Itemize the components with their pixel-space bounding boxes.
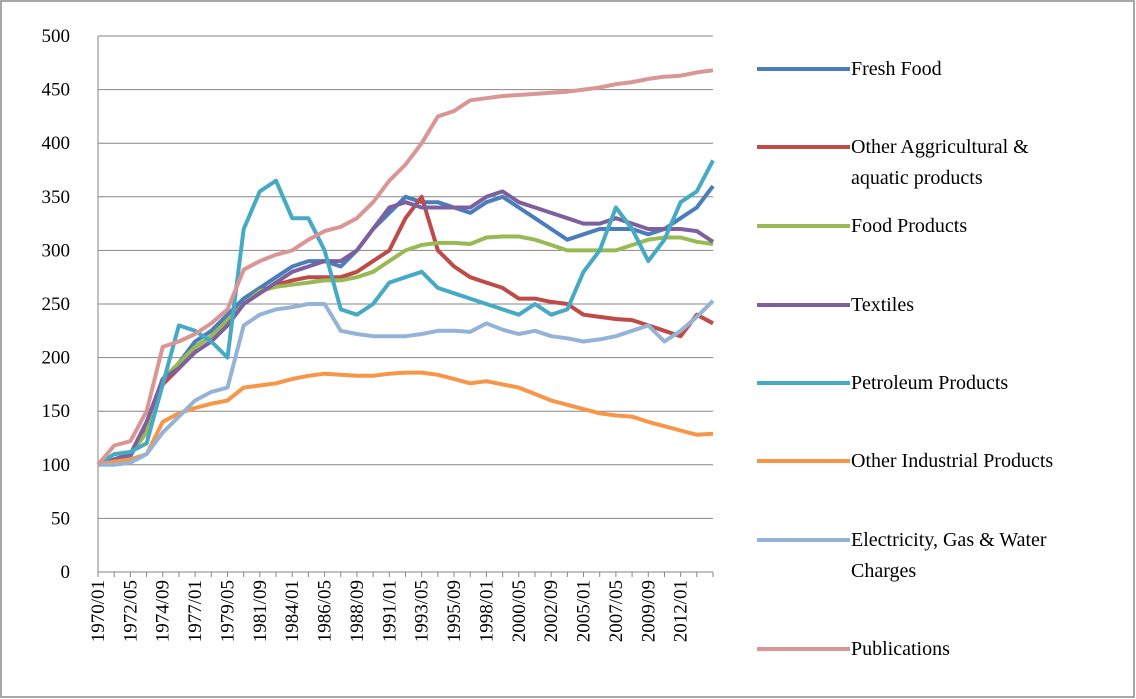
legend-label: Textiles [851, 294, 915, 316]
y-tick-label: 350 [42, 187, 71, 208]
y-tick-label: 300 [42, 240, 71, 261]
legend-label: Electricity, Gas & Water Charges [851, 529, 1047, 582]
x-tick-label: 2000/05 [509, 580, 530, 642]
x-tick-label: 1998/01 [476, 580, 497, 642]
x-tick-label: 1995/09 [444, 580, 465, 642]
x-tick-label: 1984/01 [282, 580, 303, 642]
x-tick-label: 2002/09 [541, 580, 562, 642]
y-tick-label: 500 [42, 26, 71, 47]
x-tick-label: 1991/01 [379, 580, 400, 642]
x-tick-label: 1970/01 [88, 580, 109, 642]
x-tick-label: 2005/01 [574, 580, 595, 642]
series-line [97, 234, 714, 467]
x-tick-label: 1974/09 [153, 580, 174, 642]
x-tick-label: 1979/05 [217, 580, 238, 642]
series-line [97, 184, 715, 467]
x-tick-label: 2007/05 [606, 580, 627, 642]
y-tick-label: 250 [42, 294, 71, 315]
x-tick-label: 2009/09 [638, 580, 659, 642]
y-tick-label: 150 [42, 401, 71, 422]
y-tick-label: 0 [61, 562, 71, 583]
x-tick-label: 1977/01 [185, 580, 206, 642]
series-line [97, 370, 714, 467]
legend-label: Food Products [851, 215, 968, 237]
x-tick-label: 1981/09 [250, 580, 271, 642]
y-tick-label: 400 [42, 133, 71, 154]
x-tick-label: 1993/05 [412, 580, 433, 642]
legend-label: Petroleum Products [851, 372, 1009, 394]
legend-label: Other Industrial Products [851, 450, 1054, 472]
series-line [96, 68, 714, 467]
x-tick-label: 1986/05 [315, 580, 336, 642]
series-line [98, 299, 715, 467]
legend-label: Publications [851, 638, 950, 660]
x-tick-label: 1988/09 [347, 580, 368, 642]
x-tick-label: 2012/01 [671, 580, 692, 642]
x-tick-label: 1972/05 [120, 580, 141, 642]
legend-label: Other Aggricultural & aquatic products [851, 136, 1029, 189]
y-tick-label: 100 [42, 455, 71, 476]
y-tick-label: 50 [51, 508, 70, 529]
y-tick-label: 200 [42, 348, 71, 369]
legend-label: Fresh Food [851, 58, 942, 80]
y-tick-label: 450 [42, 80, 71, 101]
series-line [96, 159, 715, 467]
